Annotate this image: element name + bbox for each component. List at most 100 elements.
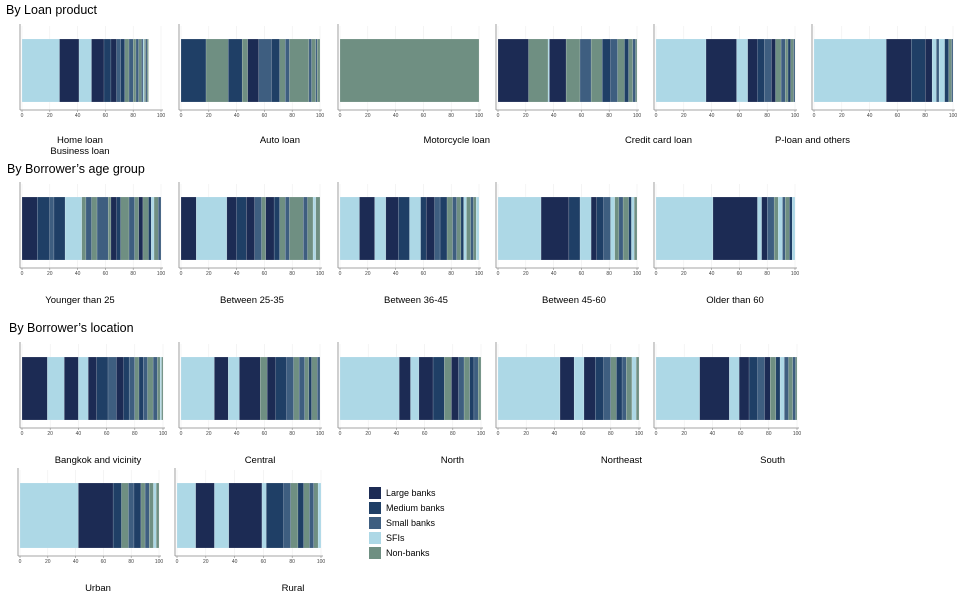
chart-panel: 0 20 40 60 80 100 Older than 60 [653,182,799,306]
x-tick-label: 60 [579,271,585,277]
bar-segment-large [78,482,114,549]
chart-label: Central [245,455,276,466]
section-title-loan: By Loan product [6,3,98,17]
legend-label-medium: Medium banks [386,503,445,513]
chart-label: South [760,455,785,466]
x-tick-label: 80 [606,271,612,277]
x-tick-label: 80 [606,113,612,119]
x-tick-label: 80 [448,113,454,119]
chart-label: North [441,455,464,466]
x-tick-label: 20 [523,271,529,277]
x-tick-label: 100 [316,113,325,119]
x-tick-label: 100 [157,271,166,277]
x-tick-label: 80 [608,431,614,437]
bar-segment-large [110,196,117,261]
bar-segment-sfi [214,482,230,549]
bar-segment-medium [273,196,280,261]
x-tick-label: 80 [289,559,295,565]
bar-segment-sfi [813,38,887,103]
chart-label: Rural [282,583,305,594]
chart-panel: 0 20 40 60 80 100 Credit card loan [495,24,692,146]
x-tick-label: 80 [130,113,136,119]
bar-segment-sfi [176,482,196,549]
bar-segment-medium [595,356,604,421]
x-tick-label: 80 [448,271,454,277]
bar-segment-nonbank [205,38,229,103]
bar-segment-small [116,38,121,103]
bar-segment-sfi [374,196,387,261]
bar-segment-nonbank [785,196,790,261]
bar-segment-large [764,356,771,421]
bar-segment-medium [596,196,604,261]
bar-segment-nonbank [785,38,789,103]
bar-segment-medium [308,356,312,421]
bar-segment-medium [757,38,765,103]
bar-segment-large [747,38,758,103]
x-tick-label: 20 [523,431,529,437]
bar-segment-medium [787,38,792,103]
bar-segment-large [712,196,758,261]
x-tick-label: 40 [75,113,81,119]
bar-segment-small [618,196,624,261]
bar-segment-nonbank [121,482,129,549]
chart-panel: 0 20 40 60 80 100 Auto loan [178,24,325,146]
bar-segment-sfi [19,482,79,549]
bar-segment-nonbank [446,196,453,261]
x-tick-label: 40 [709,113,715,119]
chart-panel: 0 20 40 60 80 100 Bangkok and vicinity [19,342,167,466]
bar-segment-sfi [497,196,542,261]
bar-segment-nonbank [156,482,160,549]
bar-segment-sfi [931,38,937,103]
bar-segment-small [434,196,441,261]
bar-segment-nonbank [260,356,268,421]
bar-segment-medium [469,356,475,421]
bar-segment-sfi [792,196,796,261]
bar-segment-large [738,356,750,421]
bar-segment-sfi [180,356,215,421]
bar-segment-nonbank [477,356,482,421]
chart-label: Business loan [50,146,109,157]
bar-segment-nonbank [466,196,471,261]
x-tick-label: 20 [47,113,53,119]
x-tick-label: 40 [710,431,716,437]
x-tick-label: 40 [234,431,240,437]
bar-segment-sfi [547,38,550,103]
bar-segment-small [579,38,592,103]
x-tick-label: 100 [633,113,642,119]
bar-segment-large [21,356,48,421]
bar-segment-sfi [757,196,762,261]
chart-panel: 0 20 40 60 80 100 Central [178,342,324,466]
bar-segment-medium [103,38,112,103]
bar-segment-large [385,196,399,261]
bar-segment-small [452,196,457,261]
bar-segment-sfi [261,482,267,549]
bar-segment-large [91,38,105,103]
bar-segment-sfi [21,38,60,103]
bar-segment-small [308,38,312,103]
x-tick-label: 60 [422,431,428,437]
bar-segment-large [116,356,124,421]
bar-segment-small [470,196,474,261]
bar-segment-large [266,356,276,421]
bar-segment-small [303,196,308,261]
x-tick-label: 100 [633,271,642,277]
bar-segment-nonbank [289,196,304,261]
chart-label: P-loan and others [775,135,850,146]
chart-label: Between 36-45 [384,295,448,306]
bar-segment-nonbank [634,196,638,261]
bar-segment-small [49,196,55,261]
bar-segment-sfi [631,356,637,421]
chart-panel: 0 20 40 60 80 100 [811,24,957,119]
legend-swatch-medium [369,502,381,514]
x-tick-label: 20 [839,113,845,119]
x-tick-label: 0 [813,113,816,119]
x-tick-label: 80 [289,271,295,277]
bar-segment-sfi [142,38,145,103]
bar-segment-medium [112,482,122,549]
bar-segment-large [761,196,768,261]
x-tick-label: 0 [21,271,24,277]
bar-segment-small [128,356,136,421]
bar-segment-small [309,482,315,549]
bar-segment-large [228,482,263,549]
